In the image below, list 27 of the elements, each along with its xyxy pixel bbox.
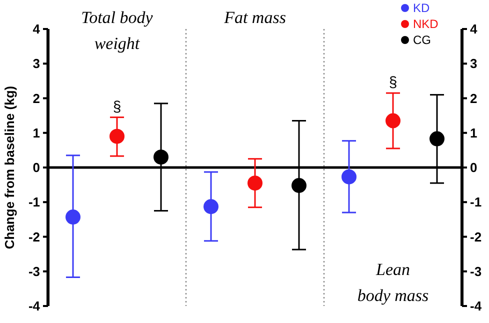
legend-label: NKD bbox=[413, 17, 439, 32]
y2-tick-label: -3 bbox=[470, 264, 482, 279]
legend-label: CG bbox=[413, 33, 431, 48]
annotation: § bbox=[112, 98, 122, 116]
y-tick-label: 0 bbox=[32, 160, 40, 176]
y-tick-label: 4 bbox=[32, 22, 41, 37]
x-tick-label: Fat mass bbox=[223, 8, 286, 27]
y-tick-label: -4 bbox=[28, 298, 41, 314]
y2-tick-label: 3 bbox=[470, 56, 478, 72]
y-tick-label: 1 bbox=[32, 125, 40, 140]
y2-tick-label: -1 bbox=[470, 194, 482, 210]
y2-tick-label: 0 bbox=[470, 160, 478, 176]
y-tick-label: -3 bbox=[28, 264, 40, 279]
annotation: § bbox=[388, 74, 398, 92]
y-tick-label: 3 bbox=[32, 56, 40, 72]
y-tick-label: 2 bbox=[32, 90, 40, 106]
y2-tick-label: 2 bbox=[470, 90, 478, 106]
y2-tick-label: 4 bbox=[470, 22, 478, 37]
x-tick-label: Lean body mass bbox=[357, 260, 430, 305]
y2-tick-label: -2 bbox=[470, 229, 482, 244]
y-tick-label: -1 bbox=[28, 194, 40, 210]
y-axis-title: Change from baseline (kg) bbox=[2, 86, 17, 250]
x-tick-label: Total body weight bbox=[81, 8, 154, 53]
y2-tick-label: -4 bbox=[470, 298, 482, 314]
legend-label: KD bbox=[413, 1, 430, 16]
y-tick-label: -2 bbox=[28, 229, 40, 244]
y2-tick-label: 1 bbox=[470, 125, 478, 140]
